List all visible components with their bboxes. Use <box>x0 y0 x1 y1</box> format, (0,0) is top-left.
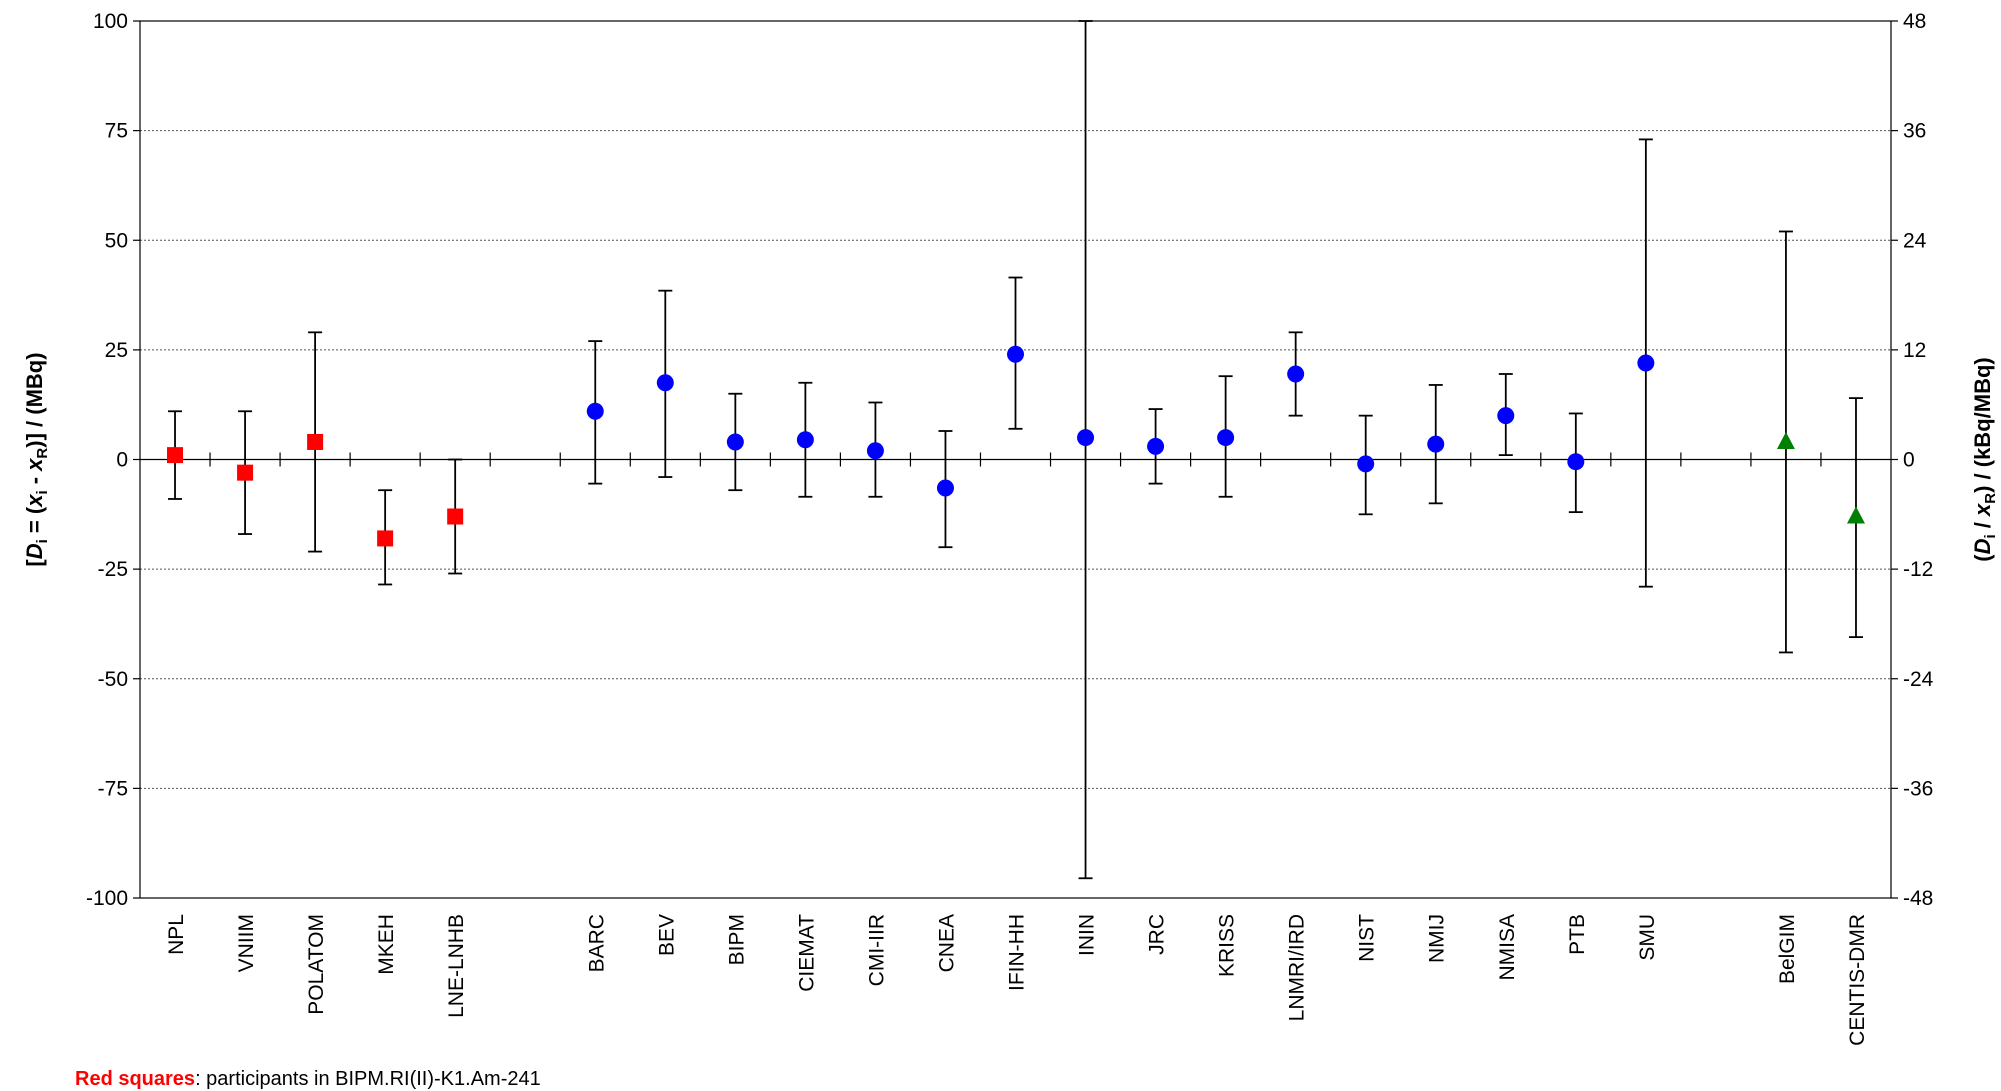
category-label-nmij: NMIJ <box>1426 914 1449 963</box>
right-tick-label: -24 <box>1903 668 1934 691</box>
category-label-kriss: KRISS <box>1216 914 1239 977</box>
point-cnea <box>936 479 954 497</box>
axis-title-subscript: i <box>1982 534 1999 538</box>
axis-title-subscript: i <box>34 490 51 494</box>
axis-title-text: = ( <box>22 506 47 539</box>
left-tick-label: 0 <box>116 449 128 472</box>
point-barc <box>586 402 604 420</box>
category-label-npl: NPL <box>165 914 188 955</box>
left-tick-label: -75 <box>98 777 128 800</box>
left-tick-label: -100 <box>86 887 128 910</box>
point-inin <box>1077 429 1095 447</box>
left-tick-label: 25 <box>105 339 128 362</box>
category-label-cmi-iir: CMI-IIR <box>865 914 888 986</box>
axis-title-subscript: i <box>34 539 51 543</box>
left-axis-tick-labels: 100 75 50 25 0 -25 -50 -75 -100 <box>86 10 128 910</box>
category-labels: NPL VNIIM POLATOM MKEH LNE-LNHB BARC BEV BIPM CI… <box>165 914 1869 1046</box>
right-tick-label: 36 <box>1903 120 1926 143</box>
right-tick-label: -36 <box>1903 777 1933 800</box>
category-label-cnea: CNEA <box>935 914 958 972</box>
left-tick-label: 100 <box>93 10 128 33</box>
point-lne-lnhb <box>447 508 464 525</box>
right-tick-label: -12 <box>1903 558 1933 581</box>
point-mkeh <box>377 530 394 547</box>
axis-title-subscript: R <box>1982 493 1999 504</box>
category-label-ciemat: CIEMAT <box>795 914 818 992</box>
axis-title-text: )] / (MBq) <box>22 352 47 447</box>
right-axis-title: (Di / xR) / (kBq/MBq) <box>1970 357 1999 561</box>
right-tick-label: -48 <box>1903 887 1933 910</box>
right-axis-tick-labels: 48 36 24 12 0 -12 -24 -36 -48 <box>1903 10 1934 910</box>
left-axis-title: [Di = (xi - xR)] / (MBq) <box>22 352 51 566</box>
footnote-text: : participants in BIPM.RI(II)-K1.Am-241 <box>195 1068 541 1090</box>
axis-title-symbol: x <box>22 458 47 472</box>
footnote-highlight: Red squares <box>75 1068 196 1090</box>
point-ifin-hh <box>1007 345 1024 363</box>
data-points <box>167 20 1865 880</box>
point-bev <box>656 374 674 392</box>
left-tick-label: -50 <box>98 668 128 691</box>
category-label-ifin-hh: IFIN-HH <box>1006 914 1029 991</box>
left-tick-label: -25 <box>98 558 128 581</box>
category-label-bev: BEV <box>655 914 678 956</box>
point-nmij <box>1427 435 1445 453</box>
point-smu <box>1637 354 1655 372</box>
point-bipm <box>726 433 744 451</box>
left-tick-label: 75 <box>105 120 128 143</box>
category-label-polatom: POLATOM <box>305 914 328 1015</box>
point-polatom <box>307 433 324 450</box>
point-cmi-iir <box>866 442 884 460</box>
category-label-mkeh: MKEH <box>375 914 398 975</box>
point-jrc <box>1147 437 1165 455</box>
category-label-nmisa: NMISA <box>1496 914 1519 981</box>
axis-title-symbol: x <box>1970 503 1995 517</box>
footnote: Red squares: participants in BIPM.RI(II)… <box>75 1068 541 1091</box>
axis-title-text: [ <box>22 559 47 567</box>
point-nist <box>1357 455 1375 473</box>
category-label-barc: BARC <box>585 914 608 972</box>
point-nmisa <box>1497 407 1515 425</box>
category-label-lnmri-ird: LNMRI/IRD <box>1286 914 1309 1021</box>
category-label-centis-dmr: CENTIS-DMR <box>1846 914 1869 1046</box>
point-belgim <box>1776 431 1795 449</box>
left-tick-label: 50 <box>105 229 128 252</box>
point-npl <box>167 447 184 464</box>
right-tick-label: 12 <box>1903 339 1926 362</box>
category-label-nist: NIST <box>1356 914 1379 962</box>
category-label-inin: ININ <box>1076 914 1099 956</box>
point-kriss <box>1217 429 1235 447</box>
right-tick-label: 0 <box>1903 449 1915 472</box>
right-tick-label: 24 <box>1903 229 1927 252</box>
axis-title-text: ) / (kBq/MBq) <box>1970 357 1995 493</box>
axis-title-text: - <box>22 471 47 491</box>
axis-title-symbol: D <box>1970 538 1995 554</box>
category-label-bipm: BIPM <box>725 914 748 965</box>
axis-title-text: ( <box>1970 554 1995 562</box>
axis-title-text: / <box>1970 516 1995 534</box>
category-label-smu: SMU <box>1636 914 1659 961</box>
point-ciemat <box>796 431 814 449</box>
category-label-belgim: BelGIM <box>1776 914 1799 984</box>
category-label-ptb: PTB <box>1566 914 1589 955</box>
axis-title-symbol: D <box>22 543 47 559</box>
axis-title-symbol: x <box>22 494 47 508</box>
axes <box>133 20 1898 899</box>
point-ptb <box>1567 453 1585 471</box>
category-label-vniim: VNIIM <box>235 914 258 972</box>
category-label-jrc: JRC <box>1146 914 1169 955</box>
point-vniim <box>237 464 254 481</box>
point-lnmri-ird <box>1287 365 1305 383</box>
category-label-lne-lnhb: LNE-LNHB <box>445 914 468 1018</box>
right-tick-label: 48 <box>1903 10 1926 33</box>
axis-title-subscript: R <box>34 448 51 459</box>
point-centis-dmr <box>1846 506 1865 524</box>
